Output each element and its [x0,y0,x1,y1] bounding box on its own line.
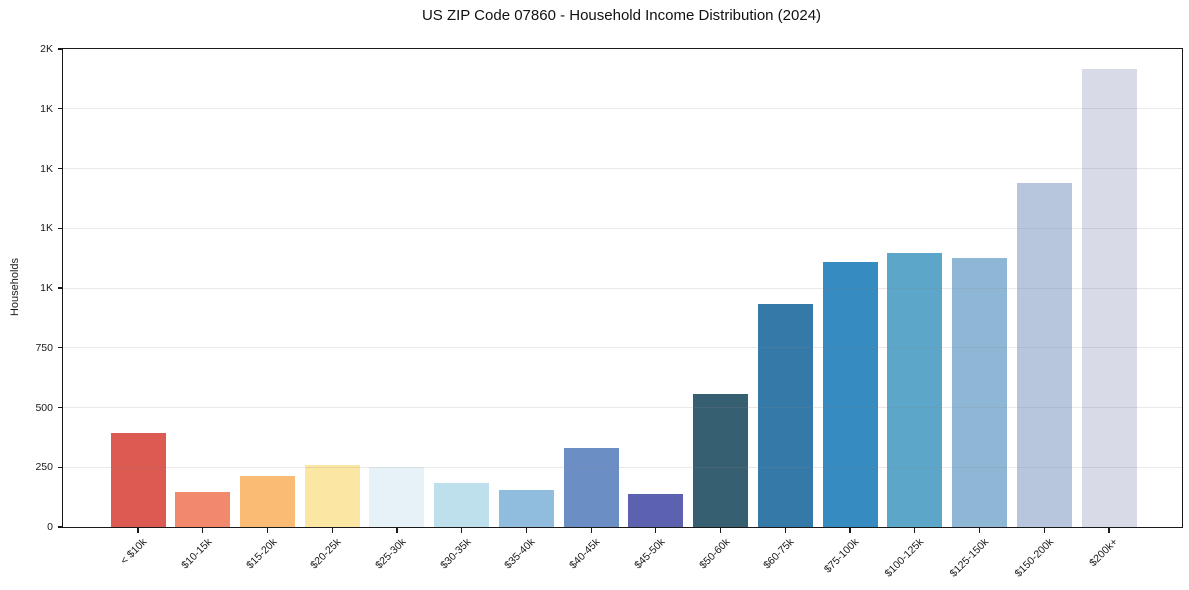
x-tick [525,528,527,533]
y-tick [57,108,62,110]
gridline [63,466,1182,468]
y-tick [57,466,62,468]
bar-$150-200k [1016,182,1072,527]
y-tick [57,406,62,409]
gridline [63,407,1182,408]
x-tick-label: $150-200k [1012,536,1056,580]
y-tick-label: 0 [47,521,53,533]
x-tick-label: $125-150k [947,536,992,580]
x-tick [331,528,333,533]
y-tick-label: 1K [40,162,53,175]
gridline [63,347,1182,349]
x-tick-label: $200k+ [1087,536,1121,570]
y-tick-label: 1K [40,222,53,235]
x-tick-label: $15-20k [243,536,279,572]
chart-title: US ZIP Code 07860 - Household Income Dis… [421,7,822,24]
x-tick-label: $60-75k [761,536,797,572]
bar-$15-20k [239,475,295,527]
bar-$125-150k [952,258,1008,527]
y-tick [57,287,62,289]
bar-< $10k [110,432,166,527]
bar-$20-25k [304,464,360,527]
x-tick-label: $20-25k [308,536,344,572]
bar-$10-15k [175,492,231,527]
bar-$45-50k [628,493,684,527]
x-tick [1043,528,1045,533]
x-tick [266,528,269,533]
y-tick-label: 250 [35,461,53,474]
x-tick-label: $25-30k [373,536,409,572]
bar-$50-60k [693,394,749,527]
y-tick-label: 1K [40,102,53,115]
y-tick [57,347,62,349]
x-tick [720,528,722,533]
x-tick-label: $75-100k [822,536,862,576]
bar-$25-30k [369,467,425,527]
x-tick-label: $30-35k [437,536,474,572]
bar-$35-40k [498,489,554,527]
x-tick [978,528,981,533]
bar-$100-125k [887,253,943,527]
x-tick-label: $40-45k [567,536,603,572]
gridline [63,287,1182,289]
x-tick-label: $10-15k [178,536,215,572]
y-tick-label: 1K [40,282,53,294]
y-tick [57,167,62,170]
gridline [63,227,1182,229]
x-tick [202,528,204,533]
y-tick-label: 750 [35,341,53,354]
bar-$75-100k [822,261,878,527]
y-tick-label: 500 [35,401,53,414]
y-tick [57,48,62,50]
x-tick-label: $100-125k [882,536,927,580]
x-tick [655,528,657,533]
x-tick [784,528,786,533]
x-tick [137,528,139,533]
bar-$40-45k [563,448,619,527]
gridline [63,168,1182,169]
bar-$30-35k [434,482,490,527]
x-tick [461,528,463,533]
x-tick [396,528,398,533]
y-tick [57,526,62,528]
x-tick-label: < $10k [118,536,150,567]
bar-$200k+ [1081,69,1137,527]
x-tick-label: $50-60k [696,536,733,572]
x-tick [914,528,916,533]
gridline [63,108,1182,110]
y-tick-label: 2K [40,43,53,55]
x-tick-label: $45-50k [632,536,668,572]
x-tick [590,528,592,533]
plot-area: 0 250 500 750 1K 1K 1K 1K 2K < $10k $10-15k $15-20k… [35,43,1183,580]
x-tick [849,528,851,533]
y-tick [57,227,62,229]
bar-$60-75k [757,303,813,527]
x-tick [1108,528,1110,533]
x-tick-label: $35-40k [502,536,538,572]
